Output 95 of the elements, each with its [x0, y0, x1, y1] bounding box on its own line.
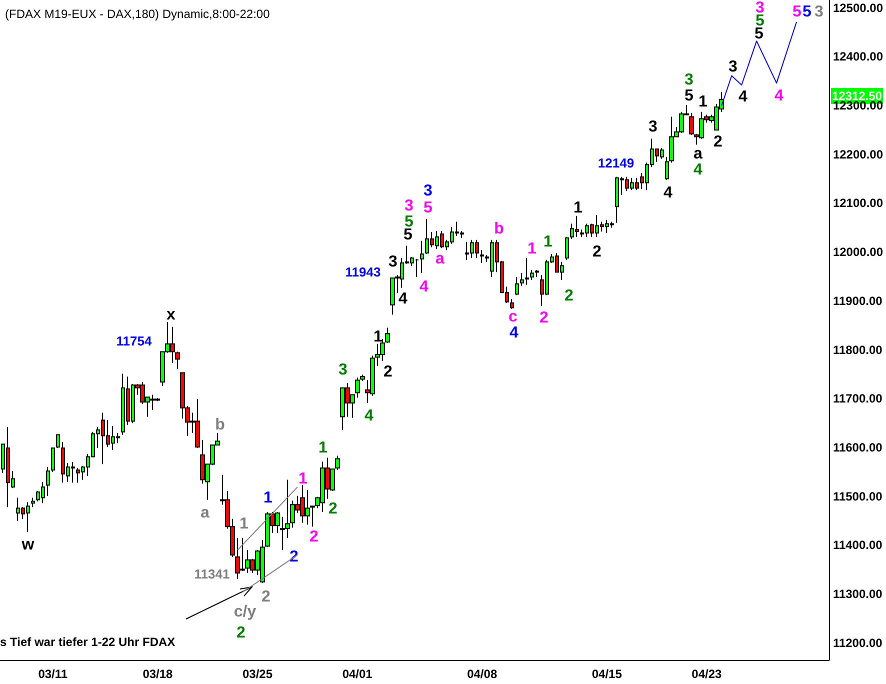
annotation: 4: [664, 184, 673, 202]
y-tick-label: 11800.00: [832, 342, 883, 357]
annotation: 2: [592, 244, 602, 260]
annotation: 5: [404, 226, 413, 244]
annotation: 3: [404, 198, 414, 214]
candlestick: [520, 272, 524, 286]
annotation: 5: [792, 4, 802, 20]
y-tick-label: 12500.00: [832, 0, 884, 15]
annotation: 2: [384, 364, 393, 380]
y-tick-label: 12400.00: [832, 50, 884, 64]
annotation: s Tief war tiefer 1-22 Uhr FDAX: [0, 635, 176, 649]
x-tick-label: 04/01: [342, 667, 373, 681]
annotation: 3: [728, 58, 738, 76]
y-tick-label: 11300.00: [832, 587, 883, 602]
annotation: 4: [398, 290, 408, 308]
annotation: 4: [510, 324, 519, 342]
annotation: a: [436, 250, 445, 268]
x-tick-label: 03/18: [142, 667, 174, 681]
y-tick-label: 11600.00: [832, 440, 883, 454]
annotation: 2: [328, 500, 338, 518]
y-tick-label: 11200.00: [832, 636, 883, 650]
candlestick: [525, 257, 529, 286]
annotation: 3: [814, 4, 824, 20]
annotation: b: [215, 416, 226, 434]
candlestick: [565, 236, 569, 260]
annotation: c/y: [234, 604, 256, 620]
annotation: 5: [802, 4, 812, 20]
annotation: 3: [388, 254, 398, 270]
x-tick-label: 04/23: [692, 667, 722, 681]
annotation: b: [494, 220, 504, 238]
annotation: 3: [684, 72, 694, 88]
candlestick: [335, 455, 340, 470]
annotation: 3: [648, 118, 658, 136]
candlestick: [46, 466, 50, 496]
annotation: 4: [420, 278, 429, 296]
candlestick: [535, 270, 539, 278]
annotation: 1: [298, 470, 308, 488]
candlestick: [51, 447, 55, 472]
candlestick: [665, 156, 669, 180]
annotation: w: [20, 536, 35, 554]
candlestick: [355, 377, 360, 398]
annotation: 3: [338, 362, 348, 378]
annotation: 1: [574, 200, 583, 216]
x-tick-label: 03/25: [242, 667, 273, 681]
annotation: 4: [364, 408, 374, 424]
candlestick: [31, 497, 35, 508]
annotation: 1: [698, 94, 708, 110]
annotation: 4: [738, 88, 748, 106]
annotation: 11754: [116, 334, 152, 348]
y-tick-label: 11500.00: [832, 489, 883, 504]
annotation: 2: [714, 134, 723, 150]
annotation: 2: [564, 288, 574, 304]
annotation: 5: [754, 26, 764, 42]
x-tick-label: 03/11: [38, 667, 68, 681]
candlestick: [175, 351, 180, 370]
annotation: 1: [240, 516, 249, 532]
candlestick: [360, 374, 365, 382]
annotation: 11341: [194, 566, 230, 582]
annotation: 2: [262, 588, 271, 606]
annotation: 4: [774, 88, 784, 104]
annotation: 12149: [598, 156, 634, 170]
annotation: 2: [540, 310, 549, 326]
annotation: 1: [544, 234, 553, 250]
annotation: 11943: [345, 264, 381, 280]
annotation: 1: [264, 490, 273, 506]
annotation: a: [694, 146, 703, 162]
y-tick-label: 12200.00: [832, 147, 884, 162]
annotation: 5: [424, 200, 433, 216]
candlestick: [56, 434, 60, 448]
annotation: 1: [528, 240, 537, 258]
annotation: a: [200, 504, 210, 522]
candlestick: [530, 270, 534, 280]
x-tick-label: 04/08: [467, 667, 498, 681]
y-tick-label: 12000.00: [832, 245, 884, 260]
annotation: 4: [694, 162, 703, 178]
text: (FDAX M19-EUX - DAX,180) Dynamic,8:00-22:00: [5, 7, 270, 21]
x-tick-label: 04/15: [592, 667, 622, 681]
annotation: 3: [424, 182, 433, 200]
annotation: 2: [236, 624, 246, 642]
candlestick: [515, 276, 519, 296]
candlestick: [480, 250, 484, 264]
y-tick-label: 11700.00: [832, 392, 883, 406]
annotation: x: [166, 306, 176, 324]
y-tick-label: 11900.00: [832, 294, 883, 308]
annotation: 1: [374, 328, 383, 346]
annotation: 2: [310, 528, 319, 546]
candlestick: [420, 240, 424, 274]
annotation: 5: [684, 88, 694, 104]
annotation: 1: [318, 440, 328, 456]
candlestick: [385, 327, 390, 344]
y-tick-label: 12100.00: [832, 196, 884, 210]
annotation: c: [508, 308, 518, 326]
candlestick: [689, 112, 694, 136]
candlestick: [510, 298, 514, 310]
y-tick-label: 11400.00: [832, 538, 883, 552]
